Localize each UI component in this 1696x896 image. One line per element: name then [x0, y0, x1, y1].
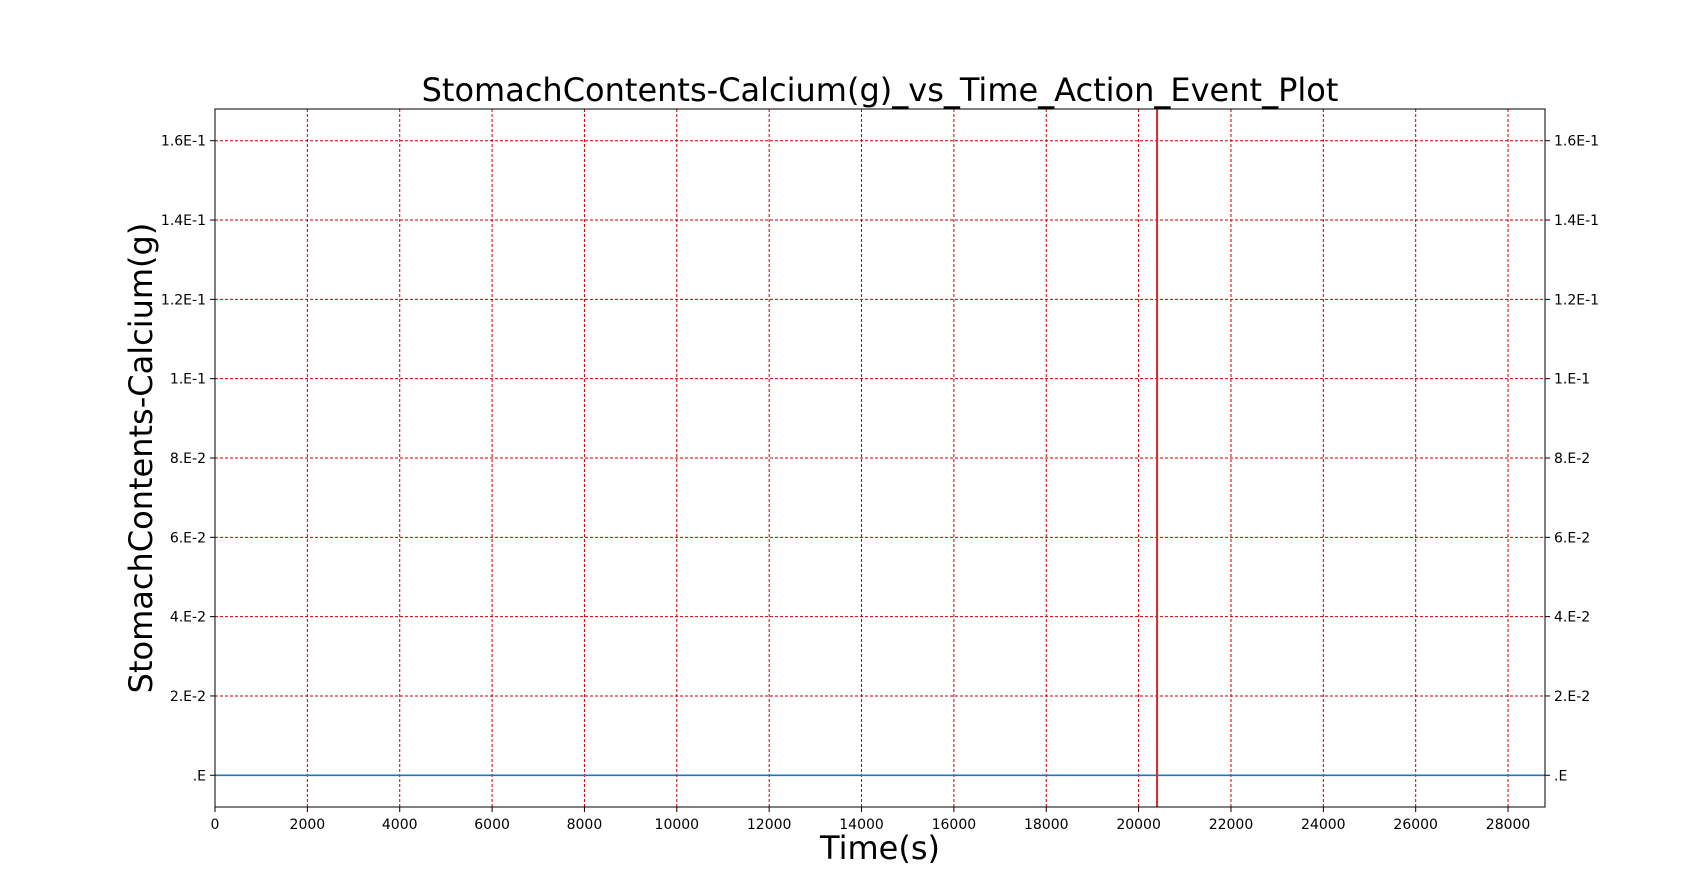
y-tick-label-right: 1.4E-1: [1554, 213, 1599, 229]
y-tick-label-left: 4.E-2: [170, 610, 206, 626]
y-tick-label-left: 1.2E-1: [161, 292, 206, 308]
y-tick-label-left: 6.E-2: [170, 530, 206, 546]
x-tick-label: 18000: [1024, 817, 1069, 833]
x-tick-label: 12000: [747, 817, 792, 833]
x-axis-title: Time(s): [819, 829, 940, 867]
tick-layer: 0 2000 4000 6000 8000 10000 12000 14000 16000 180…: [161, 134, 1599, 833]
chart-title: StomachContents-Calcium(g)_vs_Time_Actio…: [422, 71, 1339, 109]
x-tick-label: 20000: [1116, 817, 1161, 833]
y-tick-label-left: 1.6E-1: [161, 134, 206, 150]
y-tick-label-right: 2.E-2: [1554, 689, 1590, 705]
x-tick-label: 10000: [655, 817, 700, 833]
x-tick-label: 22000: [1209, 817, 1254, 833]
y-tick-label-right: 1.E-1: [1554, 372, 1590, 388]
x-tick-label: 24000: [1301, 817, 1346, 833]
y-tick-label-left: .E: [193, 768, 206, 784]
y-tick-label-left: 8.E-2: [170, 451, 206, 467]
y-axis-title: StomachContents-Calcium(g): [122, 223, 160, 694]
x-tick-label: 28000: [1486, 817, 1531, 833]
x-tick-label: 14000: [839, 817, 884, 833]
y-tick-label-right: 8.E-2: [1554, 451, 1590, 467]
x-tick-label: 2000: [290, 817, 326, 833]
y-tick-label-left: 1.E-1: [170, 372, 206, 388]
y-tick-label-left: 2.E-2: [170, 689, 206, 705]
grid-layer: [214, 109, 1545, 807]
y-tick-label-right: 6.E-2: [1554, 530, 1590, 546]
y-tick-label-right: 1.2E-1: [1554, 292, 1599, 308]
x-tick-label: 16000: [932, 817, 977, 833]
x-tick-label: 8000: [567, 817, 603, 833]
y-tick-label-right: 4.E-2: [1554, 610, 1590, 626]
x-tick-label: 26000: [1393, 817, 1438, 833]
x-tick-label: 6000: [474, 817, 510, 833]
y-tick-label-right: 1.6E-1: [1554, 134, 1599, 150]
x-tick-label: 4000: [382, 817, 418, 833]
y-tick-label-right: .E: [1554, 768, 1567, 784]
y-tick-label-left: 1.4E-1: [161, 213, 206, 229]
x-tick-label: 0: [211, 817, 220, 833]
